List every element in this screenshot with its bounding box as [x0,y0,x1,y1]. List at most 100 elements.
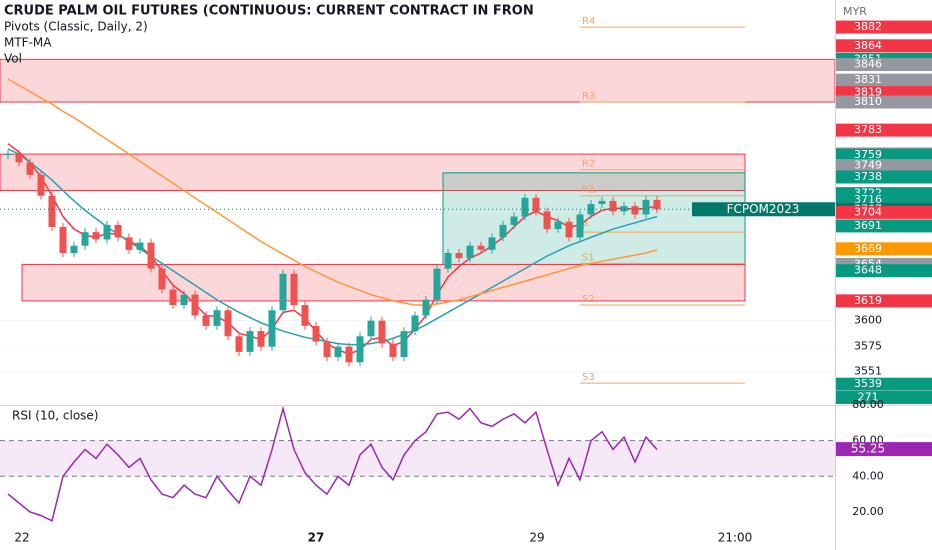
candle-body [455,252,463,259]
candle-body [323,341,331,358]
ma-line [7,78,658,306]
candle-body [169,289,177,306]
rsi-pane [0,406,835,522]
candle-body [587,204,595,215]
pivot-label: R3 [582,91,595,102]
price-tag [836,170,932,184]
price-tag-label: 3669 [854,242,882,255]
pivot-label: S1 [582,252,595,263]
price-tag [836,20,932,34]
candle-body [631,206,639,215]
rsi-title: RSI (10, close) [12,409,98,423]
candle-body [334,346,342,358]
price-tag-label: 3819 [854,86,882,99]
rsi-tick-label: 40.00 [852,469,884,482]
pivot-label: R4 [582,16,595,27]
currency: MYR [843,5,867,18]
symbol-label: FCPOM2023 [727,202,800,216]
price-tag-label: 3783 [854,123,882,136]
candle-body [191,294,199,316]
candle-body [466,245,474,259]
x-tick-label: 21:00 [718,531,753,545]
x-tick-label: 29 [529,531,544,545]
volume-tag [836,391,932,404]
candle-body [279,273,287,311]
price-tag-label: 3704 [854,205,882,218]
candle-body [532,197,540,212]
candle-body [15,154,23,163]
candle-body [114,224,122,238]
price-tag-label: 3539 [854,377,882,390]
candle-body [213,310,221,326]
y-tick-label: 3551 [854,365,882,378]
candle-body [598,200,606,205]
candle-body [92,232,100,240]
rsi-tag-label: 55.25 [851,442,885,456]
candle-body [543,211,551,230]
price-tag [836,95,932,109]
candle-body [136,242,144,250]
price-tag [836,377,932,391]
candle-body [620,206,628,212]
price-tag-label: 3846 [854,58,882,71]
candle-body [411,315,419,332]
price-tag [836,58,932,72]
price-tag [836,205,932,219]
volume-tag-label: 271 [858,391,879,404]
candle-body [125,237,133,250]
price-tag [836,123,932,137]
candle-body [642,199,650,215]
candle-body [268,310,276,347]
pivot-label: S3 [582,372,595,383]
candle-body [488,237,496,250]
candle-body [235,336,243,352]
candle-body [48,195,56,227]
indicator-label: Pivots (Classic, Daily, 2) [4,20,148,34]
pivot-label: S2 [582,294,595,305]
candle-body [433,268,441,300]
candle-body [554,221,562,230]
zone [0,58,835,103]
candle-body [477,245,485,250]
candle-body [257,331,265,347]
candle-body [653,199,661,210]
price-tag-label: 3831 [854,73,882,86]
candle-body [356,336,364,363]
candle-body [158,268,166,290]
candle-body [521,197,529,217]
candle-body [224,310,232,337]
candle-body [576,214,584,238]
x-tick-label: 22 [14,531,29,545]
indicator-label: MTF-MA [4,36,52,50]
rsi-tag [836,442,932,457]
indicator-label: Vol [4,52,22,66]
price-tag-label: 3759 [854,148,882,161]
candle-body [565,221,573,238]
rsi-band [0,440,835,477]
candle-body [290,273,298,306]
price-tag [836,242,932,256]
candle-body [389,343,397,358]
candle-body [70,245,78,253]
price-tag-label: 3648 [854,264,882,277]
candle-body [367,320,375,337]
candle-body [26,162,34,175]
candle-body [510,216,518,225]
y-tick-label: 3575 [854,340,882,353]
pivot-label: R1 [582,185,595,196]
price-tag-label: 3810 [854,95,882,108]
chart-title: CRUDE PALM OIL FUTURES (CONTINUOUS: CURR… [4,4,534,19]
price-tag [836,264,932,278]
candle-body [444,252,452,269]
rsi-line [7,406,658,522]
candle-body [422,299,430,316]
price-tag-label: 3882 [854,20,882,33]
rsi-tick-label: 80.00 [852,398,884,411]
price-tag [836,73,932,87]
candle-body [202,315,210,326]
price-tag [836,294,932,308]
candle-body [312,325,320,342]
candle-body [345,346,353,363]
